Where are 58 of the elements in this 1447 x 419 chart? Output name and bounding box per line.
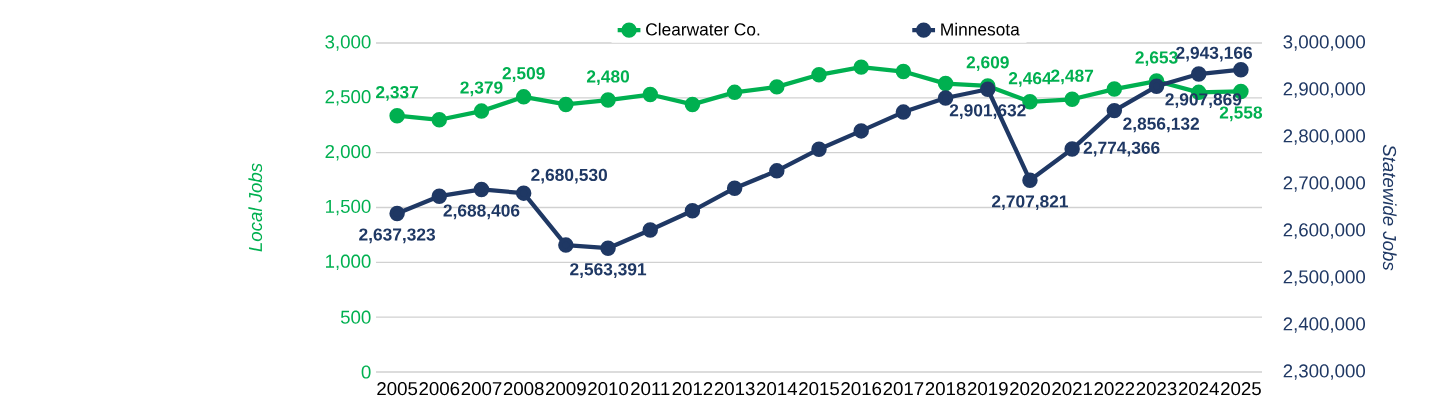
data-label: 2,856,132 <box>1123 117 1200 133</box>
y2-tick-label: 2,600,000 <box>1283 223 1366 239</box>
data-label: 2,707,821 <box>992 195 1069 211</box>
data-label: 2,653 <box>1135 51 1178 67</box>
data-label: 2,774,366 <box>1083 141 1160 157</box>
x-tick-label: 2021 <box>1052 382 1092 396</box>
x-tick-label: 2005 <box>377 382 418 396</box>
y-tick-label: 2,000 <box>325 144 371 161</box>
data-label: 2,563,391 <box>570 263 647 278</box>
data-label: 2,637,323 <box>359 228 436 244</box>
data-label: 2,379 <box>460 81 503 97</box>
data-label: 2,609 <box>966 56 1009 71</box>
x-tick-label: 2011 <box>631 382 670 396</box>
x-tick-label: 2010 <box>588 382 629 396</box>
x-tick-label: 2009 <box>546 382 586 396</box>
x-tick-label: 2018 <box>925 382 966 396</box>
data-label: 2,907,869 <box>1165 93 1242 109</box>
y2-tick-label: 2,400,000 <box>1283 317 1366 333</box>
x-tick-label: 2006 <box>419 382 460 396</box>
data-label: 2,688,406 <box>443 204 520 220</box>
x-tick-label: 2023 <box>1136 382 1177 396</box>
y2-tick-label: 2,700,000 <box>1283 176 1366 192</box>
x-tick-label: 2007 <box>461 382 502 396</box>
x-tick-label: 2013 <box>714 382 755 396</box>
x-tick-label: 2022 <box>1094 382 1135 396</box>
y-tick-label: 1,000 <box>326 254 371 271</box>
x-tick-label: 2015 <box>799 382 839 396</box>
y2-tick-label: 3,000,000 <box>1283 35 1366 51</box>
x-tick-label: 2025 <box>1221 382 1261 396</box>
x-tick-label: 2016 <box>841 382 882 396</box>
y2-tick-label: 2,900,000 <box>1283 82 1366 98</box>
y2-axis-title: Statewide Jobs <box>1382 144 1397 271</box>
data-label: 2,943,166 <box>1176 46 1252 62</box>
y2-tick-label: 2,500,000 <box>1283 270 1366 286</box>
data-label: 2,337 <box>376 85 419 101</box>
y-axis-title: Local Jobs <box>248 163 263 252</box>
x-tick-label: 2017 <box>883 382 924 396</box>
data-label: 2,480 <box>586 70 630 86</box>
legend-label: Clearwater Co. <box>646 22 760 36</box>
data-label: 2,464 <box>1008 72 1052 87</box>
y-tick-label: 1,500 <box>326 199 371 216</box>
y-tick-label: 0 <box>361 365 371 379</box>
y2-tick-label: 2,800,000 <box>1283 129 1366 145</box>
y-tick-label: 2,500 <box>325 90 371 106</box>
data-label: 2,509 <box>502 67 545 82</box>
data-label: 2,558 <box>1219 106 1263 122</box>
x-tick-label: 2020 <box>1010 382 1050 396</box>
data-label: 2,680,530 <box>531 168 607 184</box>
x-tick-label: 2019 <box>967 382 1008 396</box>
x-tick-label: 2012 <box>672 382 713 396</box>
legend-label: Minnesota <box>941 22 1020 36</box>
x-tick-label: 2024 <box>1178 382 1219 396</box>
x-tick-label: 2014 <box>756 382 798 396</box>
x-tick-label: 2008 <box>503 382 544 396</box>
y2-tick-label: 2,300,000 <box>1283 364 1366 380</box>
y-tick-label: 3,000 <box>325 35 371 51</box>
y-tick-label: 500 <box>340 310 371 324</box>
data-label: 2,487 <box>1051 69 1094 85</box>
